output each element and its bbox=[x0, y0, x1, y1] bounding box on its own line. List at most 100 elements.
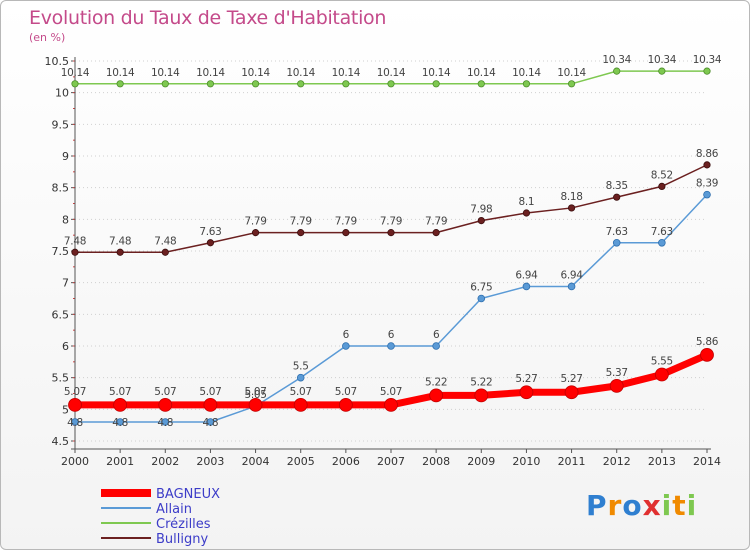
data-label-bulligny: 8.1 bbox=[519, 196, 535, 208]
data-point-cr-zilles bbox=[522, 80, 531, 88]
data-point-bulligny bbox=[251, 229, 260, 237]
data-label-bagneux: 5.07 bbox=[109, 386, 131, 398]
data-point-cr-zilles bbox=[658, 67, 666, 75]
data-point-allain bbox=[703, 190, 711, 199]
x-tick-label: 2009 bbox=[467, 455, 495, 468]
data-label-allain: 7.63 bbox=[651, 226, 673, 238]
data-label-bulligny: 8.86 bbox=[696, 148, 719, 160]
data-label-allain: 4.8 bbox=[112, 417, 128, 429]
data-label-bagneux: 5.07 bbox=[64, 386, 86, 398]
logo-letter: r bbox=[607, 489, 623, 522]
data-point-cr-zilles bbox=[432, 80, 440, 88]
data-point-bagneux bbox=[474, 388, 489, 403]
y-tick-label: 10 bbox=[55, 87, 69, 100]
x-tick-label: 2002 bbox=[151, 455, 179, 468]
data-label-bulligny: 7.79 bbox=[380, 216, 402, 228]
data-point-allain bbox=[612, 238, 621, 247]
data-label-bagneux: 5.07 bbox=[154, 386, 176, 398]
data-point-bulligny bbox=[116, 248, 124, 256]
y-tick-label: 7 bbox=[62, 277, 69, 290]
x-tick-label: 2005 bbox=[287, 455, 315, 468]
data-label-allain: 6.94 bbox=[515, 269, 538, 281]
x-tick-label: 2013 bbox=[648, 455, 676, 468]
y-tick-label: 5.5 bbox=[52, 372, 70, 385]
data-point-bagneux bbox=[68, 397, 82, 412]
x-tick-label: 2014 bbox=[693, 455, 721, 468]
data-point-allain bbox=[387, 342, 395, 350]
data-label-cr-zilles: 10.14 bbox=[422, 67, 451, 79]
data-label-bulligny: 8.52 bbox=[651, 169, 673, 181]
data-label-bulligny: 7.63 bbox=[199, 226, 221, 238]
data-label-allain: 6.94 bbox=[560, 269, 583, 281]
data-label-allain: 8.39 bbox=[696, 178, 718, 190]
data-point-bulligny bbox=[71, 248, 79, 256]
data-point-allain bbox=[342, 342, 350, 350]
data-label-bulligny: 7.79 bbox=[244, 216, 266, 228]
data-label-bagneux: 5.07 bbox=[335, 386, 357, 398]
y-tick-label: 9.5 bbox=[52, 118, 70, 131]
data-point-bagneux bbox=[654, 367, 669, 382]
y-tick-label: 7.5 bbox=[52, 245, 70, 258]
data-point-bulligny bbox=[613, 193, 621, 201]
data-label-allain: 7.63 bbox=[606, 226, 628, 238]
y-tick-label: 9 bbox=[62, 150, 69, 163]
y-tick-label: 6 bbox=[62, 340, 69, 353]
data-point-bulligny bbox=[522, 209, 531, 217]
data-label-bagneux: 5.07 bbox=[380, 386, 402, 398]
proxiti-logo: Proxiti bbox=[586, 489, 697, 522]
data-label-bagneux: 5.07 bbox=[290, 386, 312, 398]
data-point-allain bbox=[658, 238, 666, 247]
data-label-cr-zilles: 10.34 bbox=[602, 54, 631, 66]
data-point-cr-zilles bbox=[477, 80, 485, 88]
data-label-bagneux: 5.07 bbox=[199, 386, 221, 398]
logo-letter: o bbox=[622, 489, 643, 522]
data-label-bulligny: 7.79 bbox=[425, 216, 447, 228]
y-tick-label: 6.5 bbox=[52, 308, 70, 321]
data-label-allain: 5.05 bbox=[244, 389, 266, 401]
data-point-cr-zilles bbox=[613, 67, 621, 75]
data-label-cr-zilles: 10.14 bbox=[106, 67, 135, 79]
data-point-bagneux bbox=[203, 397, 218, 412]
data-label-bagneux: 5.37 bbox=[606, 367, 628, 379]
data-label-bagneux: 5.07 bbox=[244, 386, 266, 398]
legend-label-bulligny: Bulligny bbox=[156, 532, 208, 547]
data-label-allain: 6 bbox=[388, 329, 395, 341]
data-label-bagneux: 5.22 bbox=[470, 376, 492, 388]
data-point-cr-zilles bbox=[251, 80, 260, 88]
data-point-bagneux bbox=[248, 397, 263, 412]
data-point-bulligny bbox=[206, 239, 215, 247]
data-label-cr-zilles: 10.34 bbox=[648, 54, 677, 66]
data-point-bulligny bbox=[161, 248, 169, 256]
data-label-bulligny: 8.18 bbox=[560, 191, 582, 203]
x-tick-label: 2011 bbox=[558, 455, 586, 468]
y-tick-label: 10.5 bbox=[45, 55, 70, 68]
x-tick-label: 2012 bbox=[603, 455, 631, 468]
chart-unit-label: (en %) bbox=[29, 31, 66, 44]
data-point-bagneux bbox=[564, 385, 579, 400]
data-label-allain: 6.75 bbox=[470, 282, 492, 294]
data-label-cr-zilles: 10.14 bbox=[377, 67, 406, 79]
y-tick-label: 4.5 bbox=[52, 435, 70, 448]
data-label-cr-zilles: 10.14 bbox=[557, 67, 586, 79]
chart-title: Evolution du Taux de Taxe d'Habitation bbox=[29, 7, 387, 29]
data-label-allain: 6 bbox=[433, 329, 440, 341]
data-point-allain bbox=[432, 342, 440, 350]
data-label-allain: 4.8 bbox=[67, 417, 83, 429]
legend-label-cr-zilles: Crézilles bbox=[156, 517, 211, 532]
data-point-bagneux bbox=[384, 397, 398, 412]
data-point-bulligny bbox=[387, 229, 395, 237]
data-point-cr-zilles bbox=[387, 80, 395, 88]
data-point-cr-zilles bbox=[71, 80, 79, 88]
y-tick-label: 8.5 bbox=[52, 182, 70, 195]
data-point-bagneux bbox=[338, 397, 353, 412]
data-label-bagneux: 5.22 bbox=[425, 376, 447, 388]
data-point-bagneux bbox=[113, 397, 128, 412]
data-point-allain bbox=[206, 418, 215, 426]
data-point-bagneux bbox=[609, 378, 624, 393]
logo-letter: P bbox=[586, 489, 608, 522]
data-point-bagneux bbox=[700, 347, 714, 362]
data-point-bulligny bbox=[342, 229, 350, 237]
data-point-bulligny bbox=[432, 229, 440, 237]
